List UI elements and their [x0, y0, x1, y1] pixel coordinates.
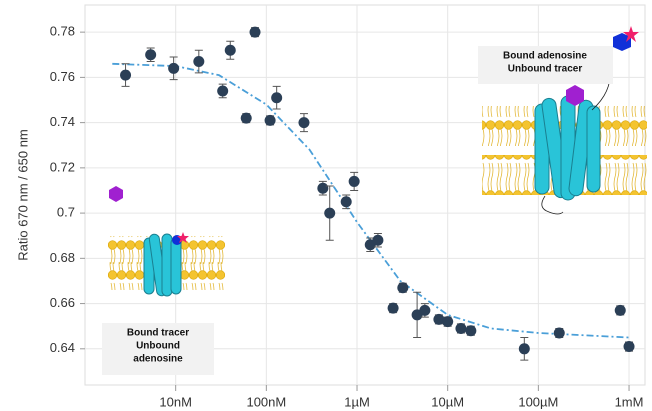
- x-tick-label: 1mM: [615, 394, 644, 409]
- y-tick-label: 0.68: [50, 250, 75, 265]
- data-point: [553, 327, 565, 339]
- data-point: [264, 114, 276, 126]
- plot: [112, 26, 635, 361]
- annotation: Unbound tracer: [508, 64, 583, 75]
- data-point: [120, 69, 132, 81]
- y-tick-label: 0.7: [57, 205, 75, 220]
- annotation: Bound tracer: [127, 328, 189, 339]
- data-point: [224, 44, 236, 56]
- y-tick-label: 0.74: [50, 114, 75, 129]
- data-point: [455, 322, 467, 334]
- data-point: [271, 92, 283, 104]
- data-point: [372, 234, 384, 246]
- x-tick-label: 100nM: [246, 394, 286, 409]
- x-tick-label: 10µM: [431, 394, 464, 409]
- annotation: adenosine: [133, 354, 183, 365]
- y-tick-label: 0.72: [50, 159, 75, 174]
- data-point: [518, 343, 530, 355]
- data-point: [249, 26, 261, 38]
- y-tick-label: 0.76: [50, 69, 75, 84]
- illustrations: Bound adenosine Unbound tracer Bound trace…: [102, 26, 647, 375]
- data-point: [240, 112, 252, 124]
- data-point: [397, 282, 409, 294]
- y-tick-label: 0.78: [50, 24, 75, 39]
- data-point: [623, 341, 635, 353]
- data-point: [387, 302, 399, 314]
- receptor: [534, 95, 601, 201]
- data-point: [340, 196, 352, 208]
- data-point: [614, 304, 626, 316]
- data-point: [465, 325, 477, 337]
- tracer: [613, 33, 631, 51]
- axes: 0.64 0.66 0.68 0.7 0.72 0.74 0.76 0.78 10nM 100nM…: [15, 4, 646, 409]
- adenosine: [566, 85, 584, 106]
- x-tick-label: 1µM: [344, 394, 370, 409]
- receptor: [143, 233, 182, 297]
- data-point: [442, 316, 454, 328]
- annotation: Unbound: [136, 341, 180, 352]
- adenosine: [109, 186, 123, 202]
- data-point: [433, 313, 445, 325]
- data-point: [145, 49, 157, 61]
- data-point: [193, 56, 205, 68]
- y-tick-label: 0.66: [50, 295, 75, 310]
- data-point: [348, 175, 360, 187]
- annotation: Bound adenosine: [503, 51, 587, 62]
- data-point: [168, 62, 180, 74]
- y-axis-label: Ratio 670 nm / 650 nm: [15, 129, 30, 261]
- fit-curve: [112, 62, 630, 339]
- data-point: [317, 182, 329, 194]
- data-point: [298, 117, 310, 129]
- data-point: [324, 207, 336, 219]
- data-point: [217, 85, 229, 97]
- y-tick-label: 0.64: [50, 340, 75, 355]
- data-point: [419, 304, 431, 316]
- x-tick-label: 100µM: [518, 394, 558, 409]
- x-tick-label: 10nM: [159, 394, 192, 409]
